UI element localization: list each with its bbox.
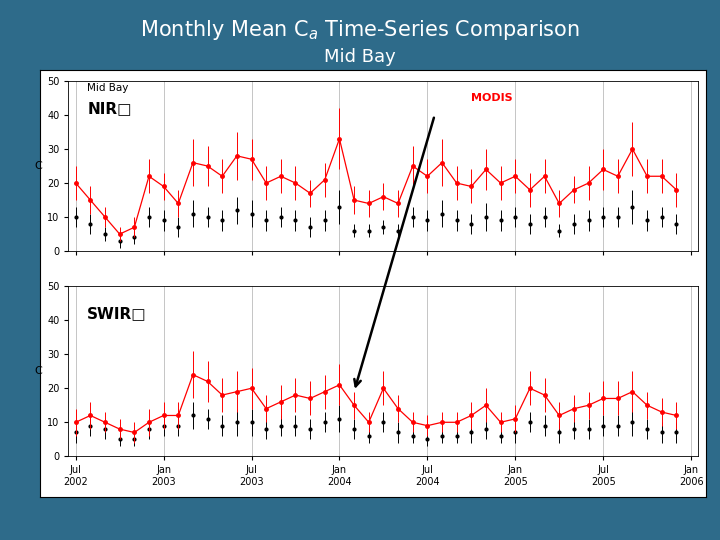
Text: SWIR□: SWIR□ — [87, 307, 147, 322]
Text: MODIS: MODIS — [472, 93, 513, 104]
Text: Mid Bay: Mid Bay — [87, 83, 129, 93]
Text: Monthly Mean C$_a$ Time-Series Comparison: Monthly Mean C$_a$ Time-Series Compariso… — [140, 18, 580, 42]
Y-axis label: C: C — [35, 161, 42, 171]
Text: Mid Bay: Mid Bay — [324, 48, 396, 66]
Text: NIR□: NIR□ — [87, 102, 132, 117]
Y-axis label: C: C — [35, 366, 42, 376]
